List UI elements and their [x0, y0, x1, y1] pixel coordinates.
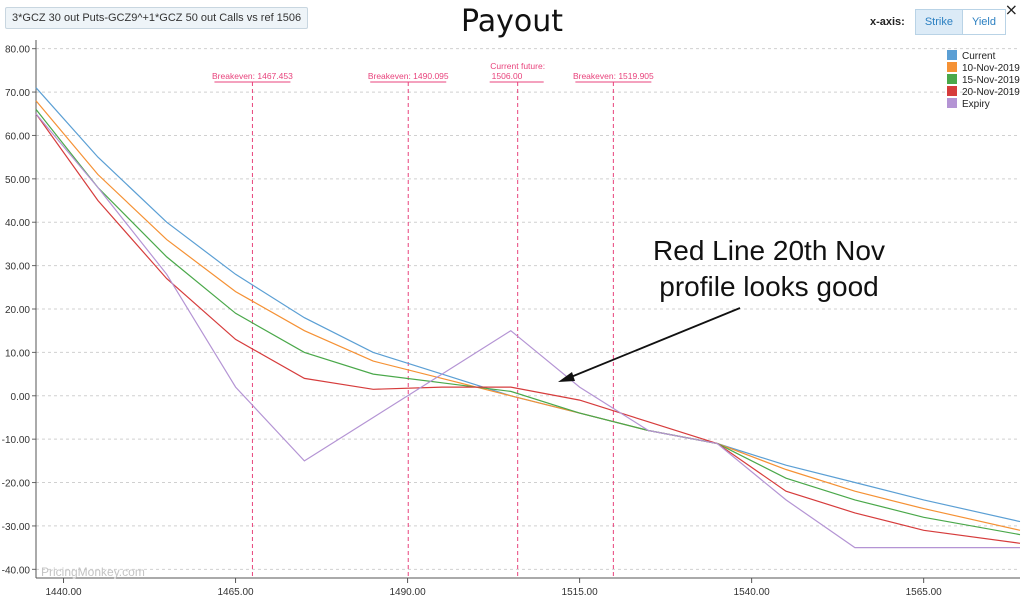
- legend-label: Current: [962, 51, 996, 62]
- annotation-line1: Red Line 20th Nov: [653, 235, 885, 266]
- series-20-nov-2019: [35, 113, 1021, 544]
- y-tick-label: 40.00: [5, 218, 30, 229]
- legend-label: 15-Nov-2019: [962, 75, 1020, 86]
- x-axis-toggle: x-axis: Strike Yield: [870, 9, 1006, 35]
- x-axis-label: x-axis:: [869, 16, 905, 28]
- series-lines: [35, 87, 1021, 549]
- strategy-selector[interactable]: 3*GCZ 30 out Puts-GCZ9^+1*GCZ 50 out Cal…: [5, 7, 309, 29]
- series-15-nov-2019: [35, 109, 1021, 536]
- marker-label: Breakeven: 1467.453: [212, 71, 293, 81]
- legend-swatch: [947, 86, 957, 96]
- axes: 80.00 70.00 60.00 50.00 40.00 30.00 20.00 10.00…: [2, 40, 1020, 598]
- y-tick-label: 70.00: [5, 88, 30, 99]
- annotation: Red Line 20th Nov profile looks good: [558, 235, 885, 382]
- legend-swatch: [947, 62, 957, 72]
- y-tick-label: 30.00: [5, 262, 30, 273]
- legend-label: Expiry: [962, 99, 990, 110]
- y-tick-label: -10.00: [2, 435, 31, 446]
- series-10-nov-2019: [35, 100, 1021, 531]
- y-tick-label: 0.00: [11, 392, 31, 403]
- marker-label: 1506.00: [492, 71, 523, 81]
- legend-label: 20-Nov-2019: [962, 87, 1020, 98]
- x-tick-label: 1465.00: [217, 587, 254, 598]
- legend-swatch: [947, 74, 957, 84]
- marker-label: Breakeven: 1519.905: [573, 71, 654, 81]
- marker-label: Current future:: [490, 61, 545, 71]
- watermark: PricingMonkey.com: [41, 565, 145, 579]
- grid: [36, 48, 1020, 570]
- y-tick-label: 20.00: [5, 305, 30, 316]
- series-expiry: [35, 113, 1020, 549]
- legend-swatch: [947, 50, 957, 60]
- y-tick-label: 80.00: [5, 45, 30, 56]
- x-tick-label: 1515.00: [562, 587, 599, 598]
- legend-swatch: [947, 98, 957, 108]
- y-tick-label: -40.00: [2, 565, 31, 576]
- y-tick-label: 10.00: [5, 348, 30, 359]
- y-tick-label: -30.00: [2, 522, 31, 533]
- x-tick-label: 1540.00: [734, 587, 771, 598]
- close-icon[interactable]: ×: [1004, 0, 1018, 19]
- x-tick-label: 1440.00: [45, 587, 82, 598]
- legend: Current10-Nov-201915-Nov-201920-Nov-2019…: [947, 50, 1020, 110]
- yield-button[interactable]: Yield: [962, 9, 1006, 35]
- y-tick-label: 50.00: [5, 175, 30, 186]
- annotation-arrow: [565, 307, 741, 380]
- y-tick-label: 60.00: [5, 131, 30, 142]
- marker-label: Breakeven: 1490.095: [368, 71, 449, 81]
- page-title: Payout: [460, 4, 563, 39]
- x-tick-label: 1565.00: [906, 587, 943, 598]
- series-current: [35, 87, 1021, 523]
- x-tick-label: 1490.00: [390, 587, 427, 598]
- vertical-markers: Breakeven: 1467.453 Breakeven: 1490.095 Cu…: [212, 61, 654, 578]
- legend-label: 10-Nov-2019: [962, 63, 1020, 74]
- strike-button[interactable]: Strike: [914, 9, 963, 35]
- annotation-arrowhead: [558, 372, 575, 382]
- y-tick-label: -20.00: [2, 479, 31, 490]
- annotation-line2: profile looks good: [659, 271, 878, 302]
